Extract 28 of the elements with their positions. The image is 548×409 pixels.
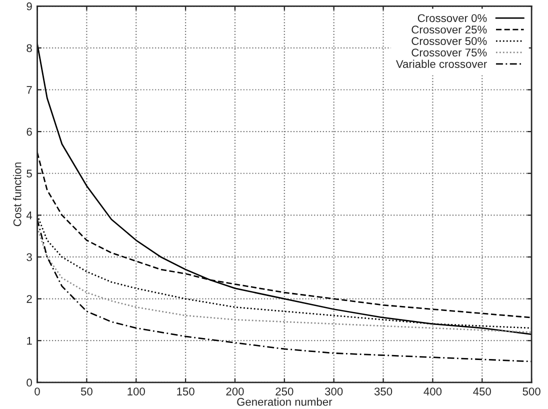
x-tick-label: 0 bbox=[34, 388, 40, 396]
y-tick-label: 4 bbox=[26, 212, 32, 220]
legend-label: Crossover 25% bbox=[412, 26, 487, 34]
legend-label: Crossover 50% bbox=[412, 37, 487, 46]
x-tick-label: 300 bbox=[324, 388, 343, 396]
y-tick-label: 3 bbox=[26, 253, 32, 262]
x-tick-label: 350 bbox=[374, 388, 392, 396]
x-axis-title: Generation number bbox=[237, 398, 332, 406]
y-tick-label: 6 bbox=[26, 128, 32, 136]
y-axis-title: Cost function bbox=[13, 162, 22, 226]
y-tick-label: 8 bbox=[26, 44, 32, 52]
y-tick-label: 0 bbox=[26, 378, 32, 387]
y-tick-label: 9 bbox=[26, 2, 32, 10]
y-tick-label: 2 bbox=[26, 295, 32, 303]
x-tick-label: 50 bbox=[80, 388, 92, 396]
x-tick-label: 500 bbox=[522, 388, 540, 396]
y-tick-label: 1 bbox=[27, 336, 32, 345]
x-tick-label: 250 bbox=[276, 388, 294, 396]
x-tick-label: 400 bbox=[424, 388, 442, 396]
legend-label: Crossover 75% bbox=[412, 48, 487, 56]
legend-label: Crossover 0% bbox=[418, 14, 487, 22]
x-tick-label: 100 bbox=[128, 388, 145, 396]
y-tick-label: 5 bbox=[26, 170, 32, 178]
x-tick-label: 150 bbox=[177, 388, 194, 396]
x-tick-label: 450 bbox=[473, 388, 491, 396]
legend-label: Variable crossover bbox=[396, 60, 487, 68]
y-tick-label: 7 bbox=[26, 86, 32, 94]
x-tick-label: 200 bbox=[226, 388, 244, 396]
